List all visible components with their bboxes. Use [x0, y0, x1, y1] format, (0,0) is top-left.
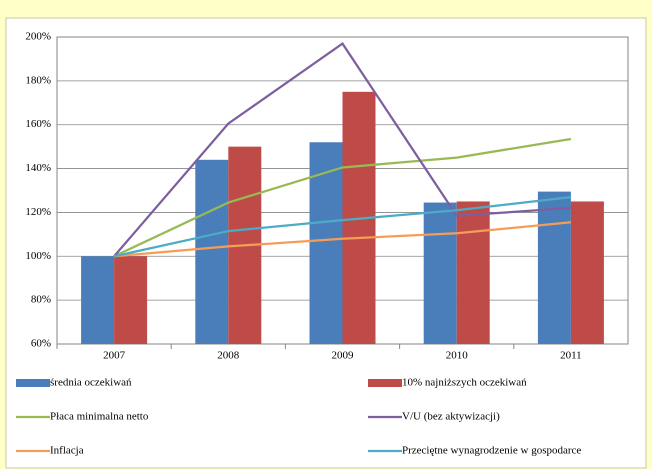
- bar: [114, 256, 148, 344]
- bar: [423, 202, 457, 344]
- x-tick-label: 2010: [446, 350, 469, 362]
- line: [114, 221, 572, 258]
- y-tick-label: 80%: [31, 294, 51, 306]
- y-tick-label: 140%: [25, 162, 51, 174]
- y-tick-label: 200%: [25, 31, 51, 43]
- line: [113, 41, 571, 258]
- bar: [81, 256, 115, 344]
- legend-label: V/U (bez aktywizacji): [402, 411, 500, 423]
- bar: [456, 201, 490, 344]
- y-tick-label: 180%: [25, 74, 51, 86]
- x-tick-label: 2011: [560, 350, 582, 362]
- x-tick-label: 2008: [217, 350, 240, 362]
- y-tick-label: 60%: [31, 338, 51, 350]
- legend-label: 10% najniższych oczekiwań: [402, 377, 527, 389]
- legend-swatch: [16, 379, 50, 387]
- y-tick-label: 100%: [25, 250, 51, 262]
- x-tick-label: 2009: [332, 350, 355, 362]
- y-tick-label: 120%: [25, 206, 51, 218]
- legend-label: Przeciętne wynagrodzenie w gospodarce: [402, 445, 581, 457]
- legend-label: Inflacja: [50, 445, 84, 457]
- legend-label: średnia oczekiwań: [50, 377, 132, 389]
- line: [113, 195, 572, 258]
- bar: [195, 159, 229, 344]
- line: [113, 137, 572, 258]
- x-tick-label: 2007: [103, 350, 126, 362]
- bar: [537, 191, 571, 344]
- legend-label: Płaca minimalna netto: [50, 411, 149, 423]
- legend-swatch: [368, 379, 402, 387]
- bar: [570, 201, 604, 344]
- y-tick-label: 160%: [25, 118, 51, 130]
